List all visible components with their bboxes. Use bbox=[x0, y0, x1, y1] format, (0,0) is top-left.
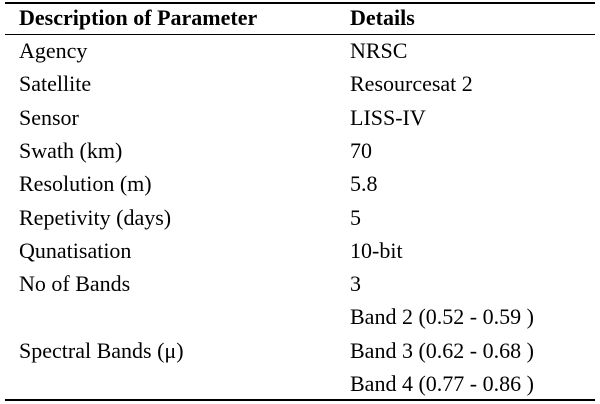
header-rule bbox=[5, 34, 595, 35]
header-cell: Details bbox=[350, 5, 415, 30]
header-cell: Description of Parameter bbox=[19, 5, 258, 30]
parameter-cell: Agency bbox=[19, 38, 88, 63]
details-cell: Band 4 (0.77 - 0.86 ) bbox=[350, 371, 534, 396]
parameter-cell: Swath (km) bbox=[19, 137, 123, 163]
details-cell: LISS-IV bbox=[350, 104, 426, 130]
details-cell: 5.8 bbox=[350, 171, 378, 197]
details-cell: NRSC bbox=[350, 38, 408, 63]
parameter-cell: Qunatisation bbox=[19, 237, 132, 263]
parameter-cell: Resolution (m) bbox=[19, 171, 152, 197]
details-cell: 5 bbox=[350, 204, 361, 230]
bottom-rule bbox=[5, 399, 595, 401]
details-cell: Band 3 (0.62 - 0.68 ) bbox=[350, 337, 534, 363]
parameter-cell: No of Bands bbox=[19, 271, 131, 297]
top-rule bbox=[5, 2, 595, 4]
details-cell: 70 bbox=[350, 137, 372, 163]
parameter-cell: Spectral Bands (μ) bbox=[19, 337, 184, 363]
parameter-cell: Repetivity (days) bbox=[19, 204, 172, 230]
details-cell: Band 2 (0.52 - 0.59 ) bbox=[350, 304, 534, 330]
details-cell: 3 bbox=[350, 271, 361, 297]
parameter-cell: Sensor bbox=[19, 104, 79, 130]
parameter-cell: Satellite bbox=[19, 71, 92, 97]
details-cell: Resourcesat 2 bbox=[350, 71, 473, 97]
details-cell: 10-bit bbox=[350, 237, 403, 263]
